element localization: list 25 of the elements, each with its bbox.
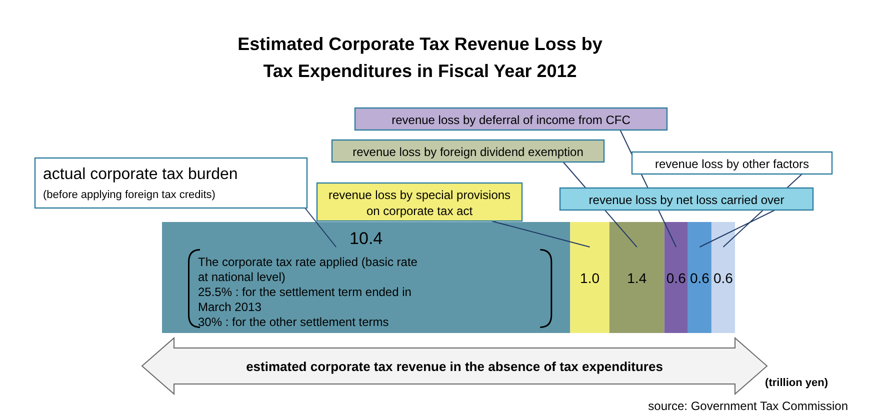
series-label: revenue loss by net loss carried over	[588, 193, 784, 207]
bar	[570, 222, 610, 333]
data-label: 0.6	[666, 270, 686, 286]
bar	[664, 222, 688, 333]
text: actual corporate tax burden	[43, 166, 238, 183]
annotation: 25.5% : for the settlement term ended in March 2013	[198, 285, 412, 314]
text: revenue loss by foreign dividend exemption	[352, 145, 584, 159]
text: revenue loss by deferral of income from CFC	[392, 113, 631, 127]
annotation: The corporate tax rate applied (basic rate at national level)	[198, 255, 418, 284]
x-axis-title: estimated corporate tax revenue in the absence of tax expenditures	[246, 359, 663, 374]
text: (before applying foreign tax credits)	[43, 189, 216, 201]
bar	[609, 222, 664, 333]
data-label: 1.0	[580, 270, 600, 286]
text: revenue loss by other factors	[654, 157, 810, 171]
data-label: 10.4	[350, 229, 383, 248]
text: revenue loss by special provisions on corporate tax act	[328, 188, 511, 218]
annotation: 30% : for the other settlement terms	[198, 315, 389, 329]
bar	[711, 222, 735, 333]
text: (trillion yen)	[765, 377, 828, 389]
bar	[688, 222, 712, 333]
data-label: 0.6	[713, 270, 734, 286]
data-label: 0.6	[690, 270, 710, 286]
data-label: 1.4	[627, 270, 647, 286]
chart-title: Estimated Corporate Tax Revenue Loss by Tax Expenditures in Fiscal Year 2012	[238, 34, 602, 81]
source-note: source: Government Tax Commission	[648, 399, 848, 413]
